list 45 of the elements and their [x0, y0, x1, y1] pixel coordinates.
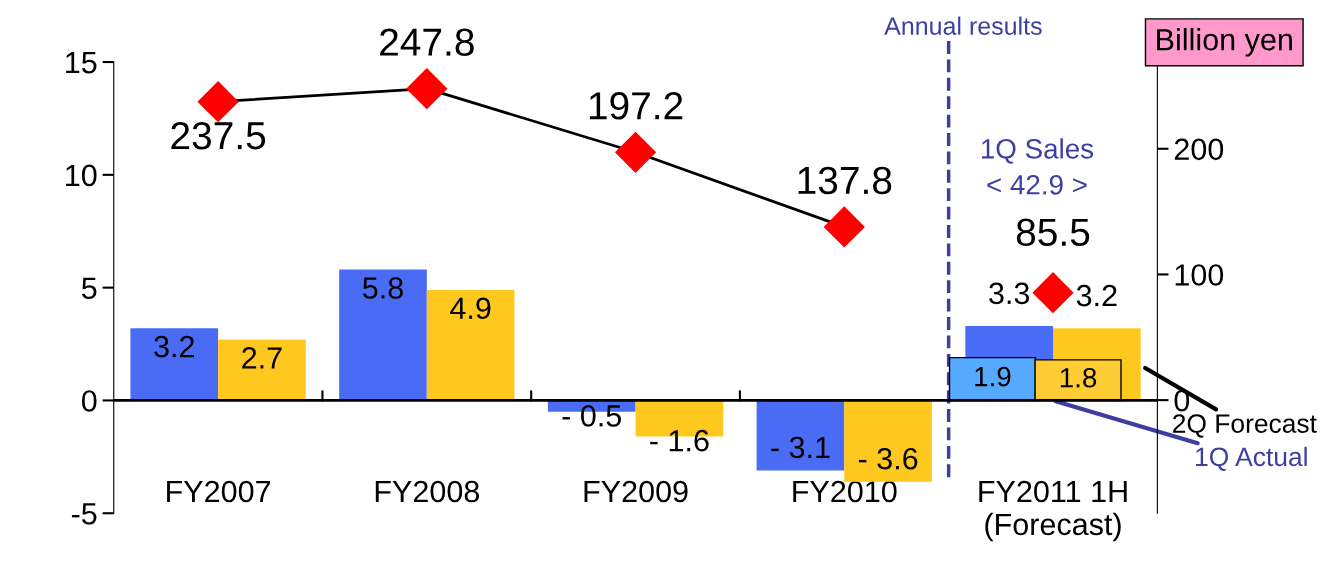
- point: [823, 206, 865, 248]
- bar: [844, 400, 932, 482]
- data-label: 3.3: [989, 282, 1030, 305]
- x-tick-label: FY2008: [375, 480, 480, 503]
- x-tick-label: FY2010: [793, 480, 897, 503]
- bar: [426, 289, 515, 401]
- data-label: 247.8: [380, 28, 474, 56]
- y2-axis-title: Billion yen: [1157, 28, 1292, 57]
- point: [1032, 272, 1074, 314]
- y2-tick-label: 100: [1175, 264, 1224, 286]
- point: [615, 131, 656, 173]
- data-label: 237.5: [171, 121, 266, 150]
- y-tick-label: 5: [81, 277, 97, 300]
- x-tick-label: FY2009: [584, 480, 688, 503]
- data-label: 85.5: [1016, 218, 1090, 247]
- data-label: 2.7: [242, 347, 282, 369]
- data-label: 1.8: [1060, 367, 1097, 388]
- data-label: 4.9: [450, 297, 491, 320]
- bar: [218, 339, 306, 401]
- data-label: - 3.6: [858, 447, 918, 470]
- bar: [756, 400, 845, 471]
- data-label: 137.8: [798, 166, 892, 195]
- y-tick-label: 0: [81, 390, 97, 412]
- y2-tick-label: 200: [1174, 138, 1224, 161]
- bar: [130, 328, 219, 401]
- data-label: 5.8: [362, 277, 403, 299]
- text: Annual results: [884, 16, 1042, 35]
- y-tick-label: 10: [66, 164, 97, 187]
- data-label: 197.2: [589, 92, 683, 120]
- data-label: 3.2: [1076, 284, 1117, 307]
- annotation: 1Q Sales < 42.9 >: [981, 138, 1094, 195]
- data-label: - 0.5: [562, 405, 622, 427]
- data-label: - 1.6: [650, 429, 709, 452]
- annotation: 1Q Actual: [1196, 446, 1307, 471]
- y-tick-label: 15: [66, 52, 97, 74]
- data-label: 1.9: [975, 366, 1011, 387]
- y-tick-label: -5: [71, 503, 97, 525]
- point: [406, 68, 448, 110]
- x-tick-label: FY2011 1H (Forecast): [979, 480, 1127, 542]
- data-label: 3.2: [154, 335, 194, 358]
- bar: [339, 269, 427, 401]
- point: [197, 81, 239, 122]
- data-label: - 3.1: [771, 436, 830, 459]
- text: 2Q Forecast: [1173, 414, 1317, 438]
- x-tick-label: FY2007: [167, 480, 271, 503]
